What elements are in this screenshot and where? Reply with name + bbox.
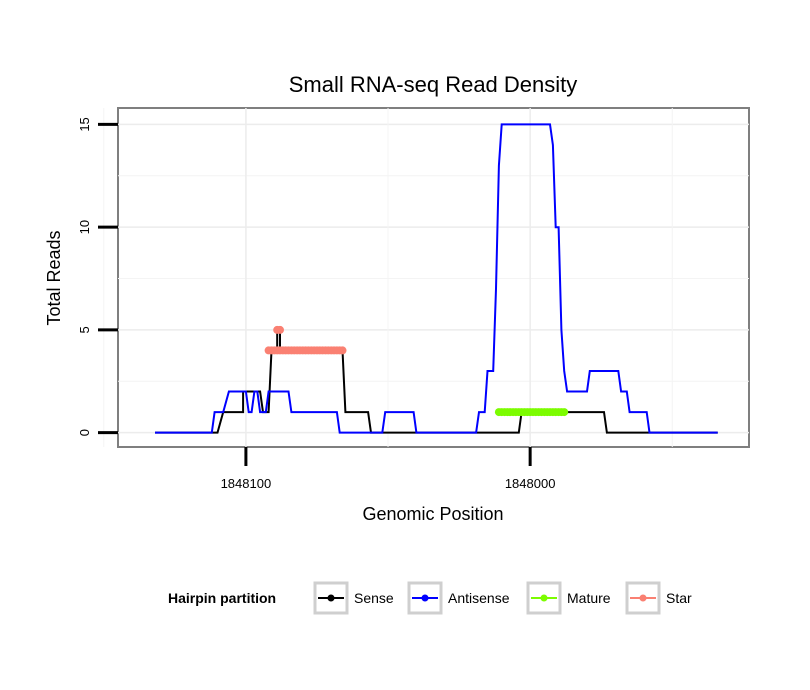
legend-key-antisense: Antisense [409, 583, 510, 613]
point-mature [560, 408, 568, 416]
x-axis: 1848100 1848000 [221, 447, 556, 491]
legend-key-dot [328, 595, 335, 602]
y-axis-title: Total Reads [44, 230, 64, 325]
point-star [339, 346, 347, 354]
legend-key-mature: Mature [528, 583, 611, 613]
legend-key-dot [541, 595, 548, 602]
y-tick-label: 0 [77, 429, 92, 436]
x-axis-title: Genomic Position [362, 504, 503, 524]
plot-panel [118, 108, 749, 447]
legend-title: Hairpin partition [168, 590, 276, 606]
legend: Hairpin partition Sense Antisense Mature St… [168, 583, 692, 613]
y-tick-label: 15 [77, 117, 92, 131]
legend-label-mature: Mature [567, 590, 611, 606]
point-star [276, 326, 284, 334]
y-tick-label: 5 [77, 326, 92, 333]
legend-key-dot [640, 595, 647, 602]
legend-key-dot [422, 595, 429, 602]
chart-title: Small RNA-seq Read Density [289, 72, 578, 97]
series-mature [495, 408, 568, 416]
y-axis: 0 5 10 15 [77, 117, 118, 436]
legend-key-star: Star [627, 583, 692, 613]
legend-key-sense: Sense [315, 583, 394, 613]
legend-label-antisense: Antisense [448, 590, 510, 606]
legend-label-sense: Sense [354, 590, 394, 606]
x-tick-label: 1848100 [221, 476, 272, 491]
x-tick-label: 1848000 [505, 476, 556, 491]
legend-label-star: Star [666, 590, 692, 606]
chart: Small RNA-seq Read Density 0 5 10 15 184810… [0, 0, 810, 690]
y-tick-label: 10 [77, 220, 92, 234]
